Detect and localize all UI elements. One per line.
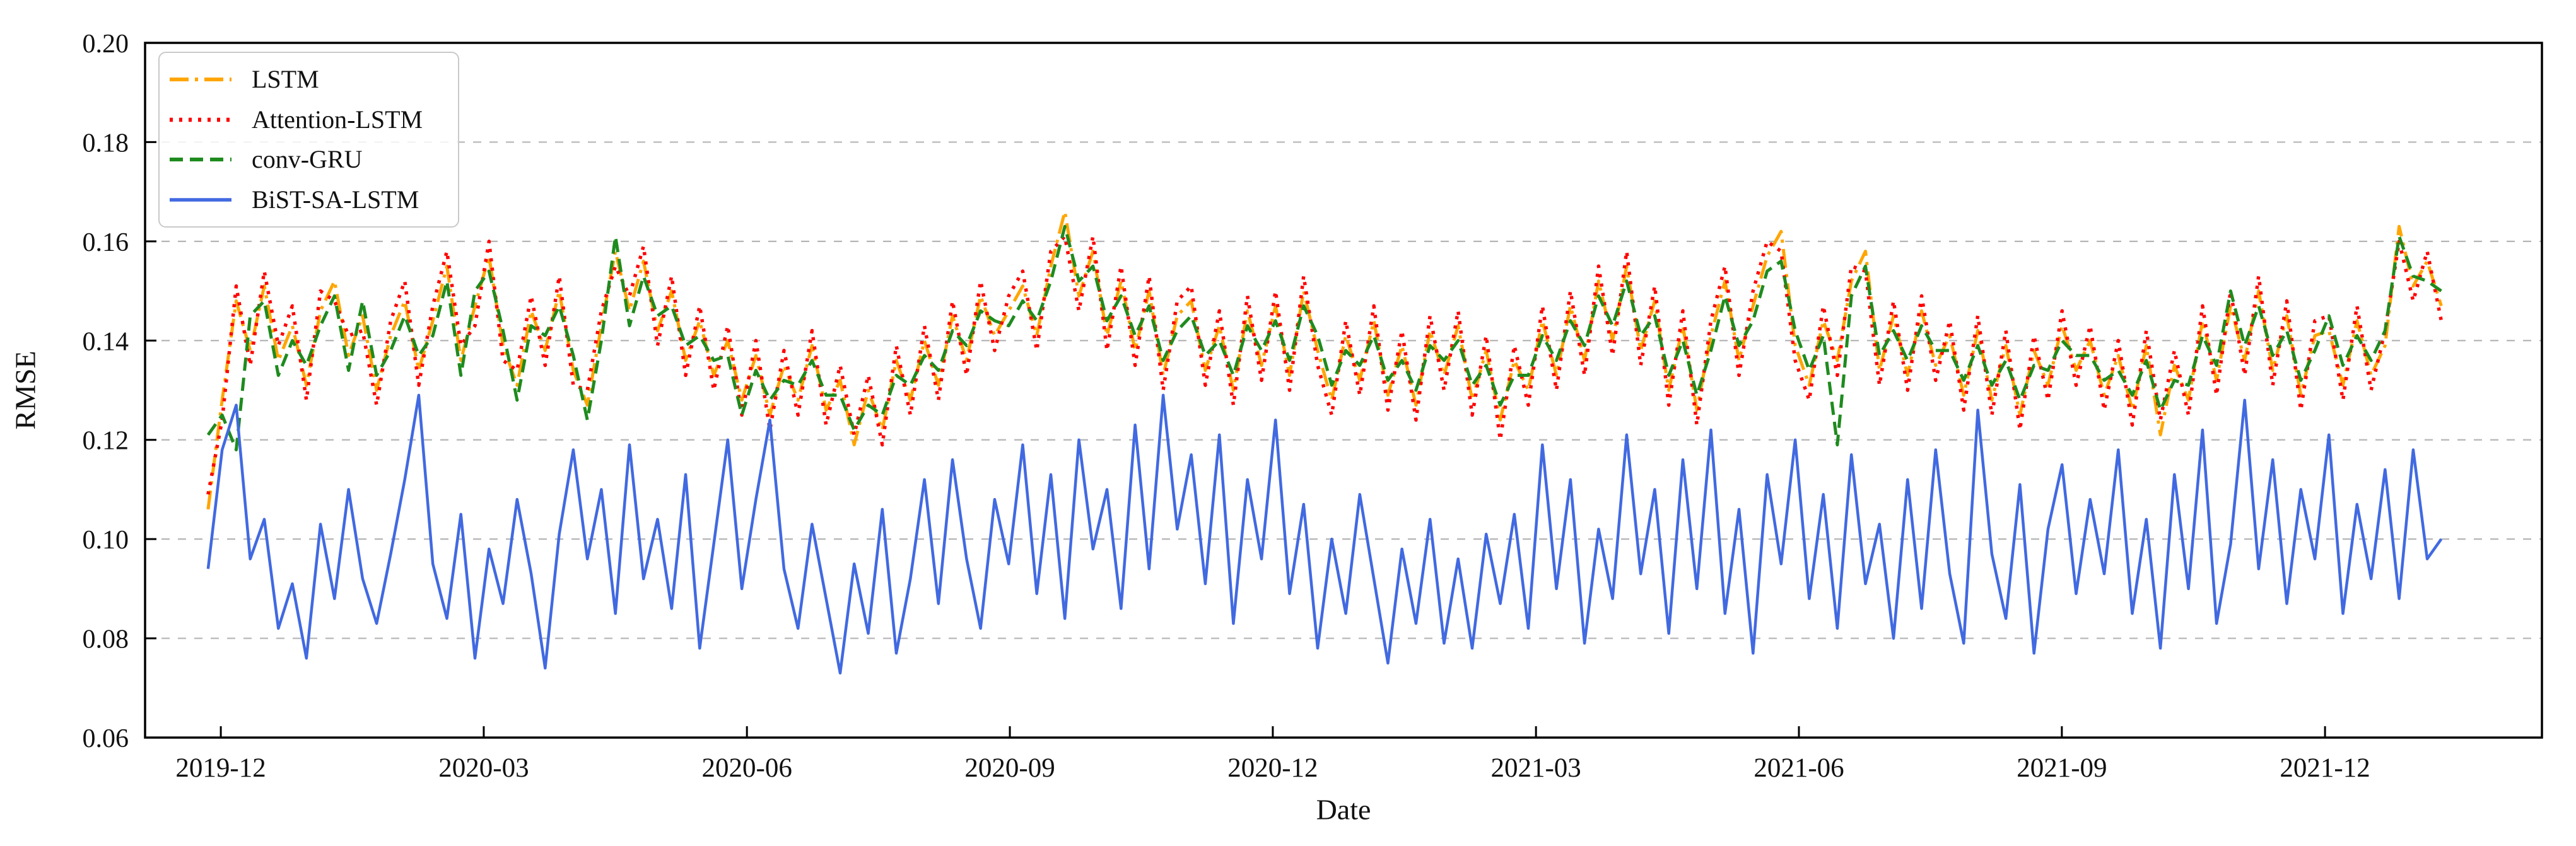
legend-item-bist-sa-lstm: BiST-SA-LSTM bbox=[168, 183, 458, 216]
x-tick-label: 2020-06 bbox=[702, 753, 792, 783]
x-tick-label: 2020-12 bbox=[1227, 753, 1318, 783]
y-tick-label: 0.16 bbox=[83, 228, 129, 257]
y-tick-label: 0.10 bbox=[83, 526, 129, 555]
x-axis-label: Date bbox=[1316, 793, 1371, 826]
legend-label: BiST-SA-LSTM bbox=[252, 185, 419, 214]
legend-label: LSTM bbox=[252, 64, 319, 93]
y-tick-label: 0.12 bbox=[83, 427, 129, 456]
legend-line-sample-icon bbox=[170, 117, 231, 122]
x-tick-label: 2021-12 bbox=[2280, 753, 2370, 783]
x-tick-label: 2020-09 bbox=[964, 753, 1055, 783]
legend-line-sample-icon bbox=[170, 77, 231, 81]
legend-label: conv-GRU bbox=[252, 145, 363, 174]
series-line-conv-gru bbox=[206, 224, 2442, 451]
series-line-bist-sa-lstm bbox=[206, 393, 2443, 675]
legend-label: Attention-LSTM bbox=[252, 105, 423, 134]
x-tick-label: 2021-03 bbox=[1490, 753, 1581, 783]
y-tick-label: 0.18 bbox=[83, 129, 129, 158]
legend-line-sample-icon bbox=[170, 158, 231, 162]
y-tick-label: 0.06 bbox=[83, 724, 129, 753]
axes-spines bbox=[144, 42, 2543, 739]
y-axis-label: RMSE bbox=[9, 351, 42, 430]
legend-item-lstm: LSTM bbox=[168, 63, 458, 96]
x-tick-label: 2019-12 bbox=[175, 753, 266, 783]
x-tick-label: 2020-03 bbox=[438, 753, 529, 783]
legend-item-conv-gru: conv-GRU bbox=[168, 143, 458, 176]
y-tick-label: 0.14 bbox=[83, 327, 129, 356]
y-tick-label: 0.08 bbox=[83, 625, 129, 654]
x-tick-label: 2021-09 bbox=[2017, 753, 2107, 783]
x-tick-label: 2021-06 bbox=[1753, 753, 1844, 783]
legend: LSTM Attention-LSTM conv-GRU BiST-SA-LSTM bbox=[158, 52, 459, 228]
legend-item-attention-lstm: Attention-LSTM bbox=[168, 103, 458, 136]
y-tick-label: 0.20 bbox=[83, 30, 129, 59]
legend-line-sample-icon bbox=[170, 198, 231, 202]
